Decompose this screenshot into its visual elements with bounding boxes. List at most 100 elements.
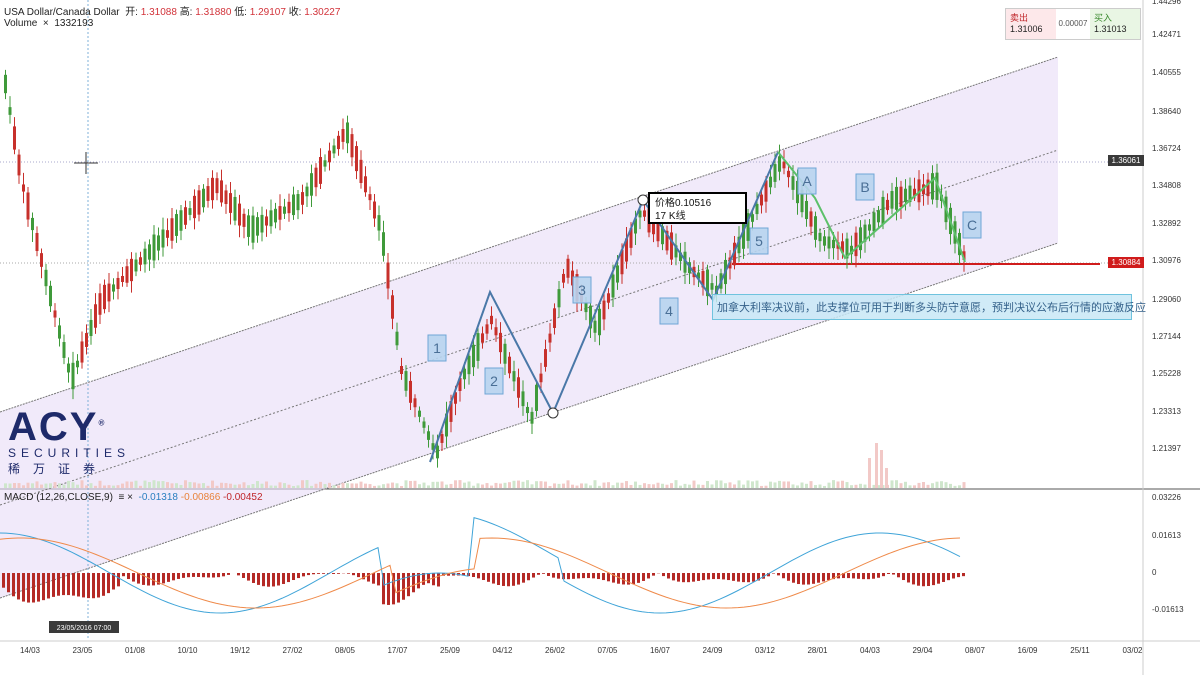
volume-bar — [481, 484, 484, 488]
candle-body — [616, 265, 619, 283]
candle-body — [89, 319, 93, 337]
candle-body — [701, 270, 705, 288]
candle-body — [161, 229, 165, 248]
macd-bar — [662, 573, 665, 577]
candle-body — [638, 210, 642, 218]
macd-bar — [517, 573, 520, 585]
volume-bar — [89, 483, 93, 488]
volume-bar — [220, 482, 223, 488]
macd-bar — [707, 573, 710, 580]
analysis-note[interactable]: 加拿大利率决议前，此支撑位可用于判断多头防守意愿，预判决议公布后行情的应激反应 — [712, 294, 1146, 320]
candle-body — [337, 135, 340, 150]
volume-bar — [161, 481, 165, 488]
macd-bar — [52, 573, 55, 597]
macd-bar — [912, 573, 915, 585]
settings-icon[interactable]: ≡ × — [115, 492, 136, 503]
volume-bar — [566, 480, 570, 488]
volume-bar — [584, 483, 588, 488]
candle-body — [184, 207, 187, 225]
candle-body — [395, 331, 399, 346]
macd-bar — [202, 573, 205, 578]
macd-bar — [537, 573, 540, 575]
candle-body — [890, 191, 894, 209]
volume-bar — [841, 480, 844, 488]
volume-bar — [62, 484, 66, 488]
wave-label-A: A — [802, 173, 812, 189]
wave-label-box-A — [797, 167, 817, 195]
volume-bar — [395, 483, 399, 488]
volume-bar — [283, 483, 286, 488]
volume-bar — [634, 481, 637, 488]
candle-body — [31, 217, 34, 231]
candle-body — [220, 180, 223, 203]
macd-bar — [392, 573, 395, 605]
volume-bar — [449, 483, 453, 488]
volume-bar — [125, 481, 129, 488]
macd-bar — [432, 573, 435, 586]
macd-bar — [377, 573, 380, 586]
volume-bar — [908, 485, 912, 488]
volume-bar — [170, 483, 174, 488]
macd-bar — [907, 573, 910, 583]
time-cursor-tag — [49, 621, 119, 633]
buy-button[interactable]: 买入 1.31013 — [1090, 9, 1140, 39]
time-tick-14: 03/12 — [755, 646, 776, 655]
candle-body — [422, 421, 426, 428]
candle-body — [98, 293, 102, 315]
volume-bar — [746, 480, 750, 488]
volume-bar — [571, 484, 574, 488]
sell-button[interactable]: 卖出 1.31006 — [1006, 9, 1056, 39]
candle-body — [427, 431, 430, 440]
volume-bar — [629, 484, 633, 488]
candle-body — [175, 214, 178, 236]
volume-bar — [526, 480, 529, 488]
macd-bar — [902, 573, 905, 581]
macd-bar — [952, 573, 955, 579]
macd-bar — [542, 573, 545, 574]
macd-bar — [567, 573, 570, 580]
volume-bar — [328, 482, 331, 488]
volume-bar — [845, 482, 849, 488]
volume-bar — [949, 483, 952, 488]
volume-spike — [875, 443, 878, 488]
macd-bar — [712, 573, 715, 580]
macd-bar — [177, 573, 180, 579]
candle-body — [283, 206, 286, 214]
candle-body — [463, 368, 466, 380]
macd-bar — [632, 573, 635, 585]
close-icon[interactable]: × — [40, 18, 52, 29]
macd-bar — [582, 573, 585, 579]
candle-body — [481, 333, 484, 343]
volume-bar — [76, 484, 79, 488]
candle-body — [764, 180, 768, 202]
macd-bar — [547, 573, 550, 576]
volume-bar — [503, 482, 507, 488]
volume-bar — [562, 483, 565, 488]
macd-bar — [847, 573, 850, 579]
volume-bar — [85, 485, 88, 488]
macd-bar — [427, 573, 430, 584]
wave-label-box-5 — [749, 227, 769, 255]
candle-body — [485, 324, 489, 334]
volume-bar — [305, 480, 309, 488]
candle-body — [751, 214, 754, 222]
macd-bar — [722, 573, 725, 580]
macd-bar — [917, 573, 920, 586]
candle-body — [202, 188, 205, 208]
candle-body — [854, 232, 858, 257]
candle-body — [85, 333, 88, 347]
time-tick-20: 25/11 — [1070, 646, 1090, 655]
volume-bar — [494, 482, 498, 488]
macd-bar — [237, 573, 240, 576]
wave-pivot — [547, 407, 559, 419]
volume-bar — [508, 482, 511, 488]
candle-body — [436, 445, 439, 459]
candle-body — [742, 223, 745, 249]
volume-bar — [800, 482, 804, 488]
volume-bar — [179, 484, 183, 488]
volume-bar — [701, 484, 705, 488]
candle-body — [67, 363, 70, 373]
candle-body — [256, 217, 259, 236]
